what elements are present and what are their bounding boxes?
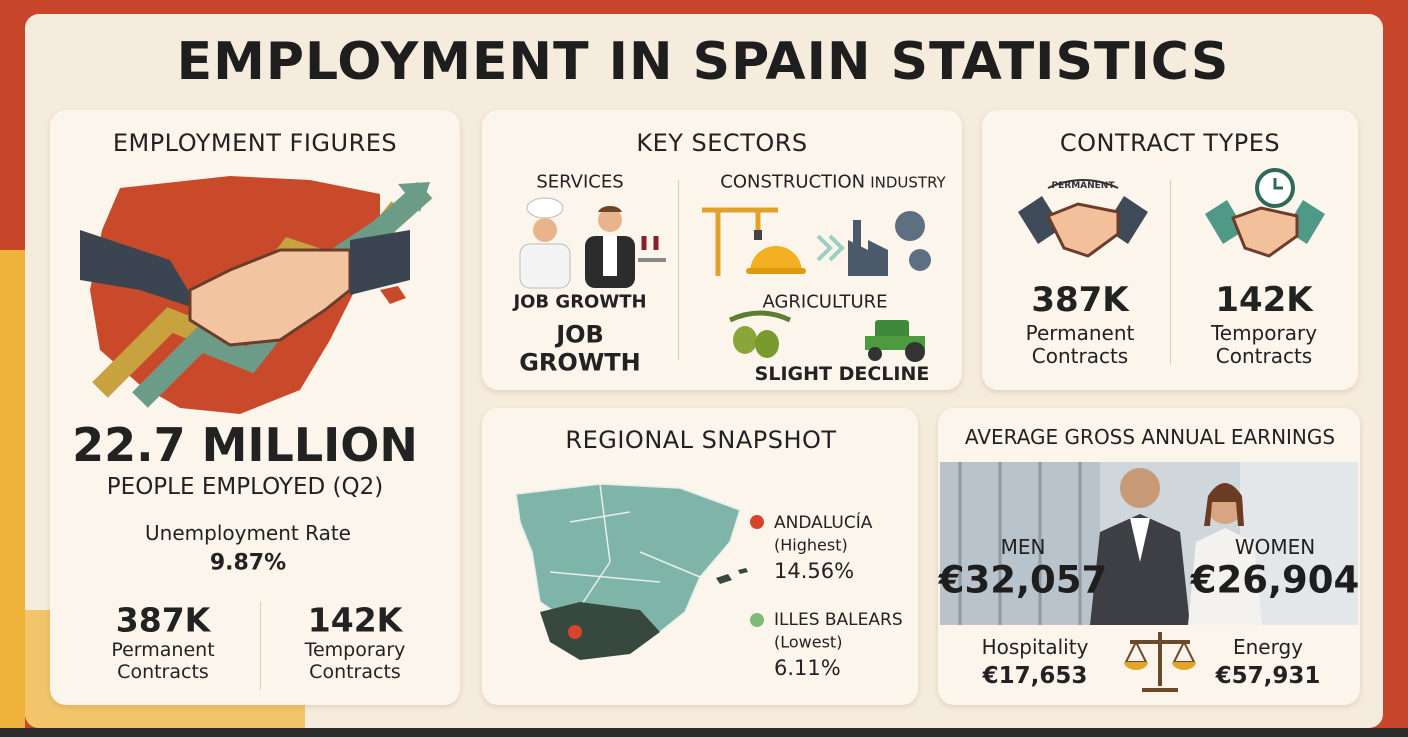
divider <box>678 180 679 360</box>
region-note: (Highest) <box>774 535 848 555</box>
region-name: ANDALUCÍA <box>774 513 873 533</box>
divider <box>260 602 261 690</box>
regional-map <box>515 483 748 660</box>
card-heading: REGIONAL SNAPSHOT <box>565 426 837 454</box>
region-name: ILLES BALEARS <box>774 610 903 630</box>
card-heading: AVERAGE GROSS ANNUAL EARNINGS <box>964 425 1336 449</box>
divider <box>1170 180 1171 365</box>
scale-icon <box>1124 632 1196 692</box>
card-heading: EMPLOYMENT FIGURES <box>112 129 398 157</box>
sector-trend: JOB GROWTH <box>513 291 647 313</box>
legend-dot-highest <box>750 515 764 529</box>
accent-band <box>0 250 25 737</box>
contract-value: 387K <box>115 600 211 640</box>
total-employed: 22.7 MILLION <box>72 418 418 472</box>
contract-value: 142K <box>1215 280 1313 320</box>
sector-value: €17,653 <box>982 663 1088 689</box>
sector-value: €57,931 <box>1215 663 1321 689</box>
contract-value: 142K <box>307 600 403 640</box>
sector-trend-large: JOB GROWTH <box>519 320 641 376</box>
sector-label: Energy <box>1232 635 1304 659</box>
unemployment-value: 9.87% <box>209 550 287 576</box>
contract-label: Temporary Contracts <box>304 639 406 683</box>
legend-dot-lowest <box>750 613 764 627</box>
permanent-icon: PERMANENT <box>1018 179 1148 258</box>
page-title: EMPLOYMENT IN SPAIN STATISTICS <box>176 32 1230 92</box>
handshake-map-art <box>80 176 433 414</box>
services-art <box>519 197 666 289</box>
card-heading: KEY SECTORS <box>636 129 808 157</box>
card-heading: CONTRACT TYPES <box>1059 129 1281 157</box>
sector-label-group: CONSTRUCTION INDUSTRY <box>720 172 945 193</box>
earnings-photo <box>940 462 1358 625</box>
unemployment-label: Unemployment Rate <box>145 521 351 545</box>
region-note: (Lowest) <box>774 632 843 652</box>
region-value: 14.56% <box>774 559 855 583</box>
contract-label: Permanent Contracts <box>1025 321 1135 368</box>
sector-trend: SLIGHT DECLINE <box>754 363 930 385</box>
gender-label: MEN <box>1000 535 1046 559</box>
sector-label: Hospitality <box>981 635 1089 659</box>
sector-label-suffix: INDUSTRY <box>870 173 946 192</box>
contract-value: 387K <box>1031 280 1129 320</box>
sector-label: SERVICES <box>536 171 624 193</box>
bottom-strip <box>0 728 1408 737</box>
badge-label: PERMANENT <box>1052 181 1116 191</box>
gender-value: €32,057 <box>938 558 1108 602</box>
agriculture-art <box>728 310 925 362</box>
contract-label: Permanent Contracts <box>111 639 215 683</box>
region-value: 6.11% <box>774 656 841 680</box>
gender-value: €26,904 <box>1190 558 1360 602</box>
sector-label: CONSTRUCTION <box>720 171 866 193</box>
temporary-icon <box>1205 168 1325 258</box>
sector-label: AGRICULTURE <box>762 291 888 313</box>
total-caption: PEOPLE EMPLOYED (Q2) <box>106 474 384 500</box>
construction-art <box>702 207 931 276</box>
gender-label: WOMEN <box>1234 535 1316 559</box>
contract-label: Temporary Contracts <box>1210 321 1318 368</box>
